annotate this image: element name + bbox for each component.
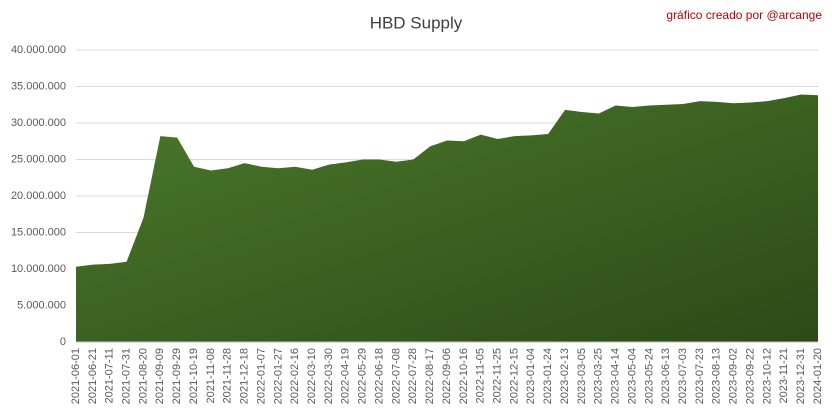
x-tick-label: 2023-08-13 [711, 348, 723, 404]
x-tick-label: 2021-12-18 [239, 348, 251, 404]
x-tick-label: 2022-03-30 [323, 348, 335, 404]
x-tick-label: 2023-11-21 [778, 348, 790, 403]
y-tick-label: 10.000.000 [11, 263, 66, 275]
x-tick-label: 2022-08-17 [424, 348, 436, 404]
x-tick-label: 2022-06-18 [373, 348, 385, 404]
x-tick-label: 2021-11-08 [205, 348, 217, 403]
x-tick-label: 2022-09-06 [441, 348, 453, 404]
y-tick-label: 25.000.000 [11, 153, 66, 165]
x-tick-label: 2023-09-22 [744, 348, 756, 404]
x-tick-label: 2022-01-07 [255, 348, 267, 404]
x-tick-label: 2021-09-09 [154, 348, 166, 404]
x-tick-label: 2023-07-03 [677, 348, 689, 404]
x-tick-label: 2023-12-31 [795, 348, 807, 404]
annotation: gráfico creado por @arcange [666, 8, 822, 22]
x-tick-label: 2023-10-12 [761, 348, 773, 404]
x-tick-label: 2023-03-05 [576, 348, 588, 404]
x-tick-label: 2023-09-02 [728, 348, 740, 404]
x-tick-label: 2022-01-27 [272, 348, 284, 404]
x-tick-label: 2021-06-01 [70, 348, 82, 404]
x-tick-label: 2023-02-13 [559, 348, 571, 404]
x-tick-label: 2023-07-23 [694, 348, 706, 404]
x-tick-label: 2022-03-10 [306, 348, 318, 404]
x-tick-label: 2021-06-21 [87, 348, 99, 404]
x-tick-label: 2021-08-20 [137, 348, 149, 404]
x-tick-label: 2023-05-24 [643, 348, 655, 404]
y-tick-label: 35.000.000 [11, 80, 66, 92]
x-tick-label: 2022-10-16 [458, 348, 470, 404]
x-tick-label: 2022-11-05 [475, 348, 487, 403]
x-tick-label: 2022-02-16 [289, 348, 301, 404]
x-tick-label: 2022-05-29 [357, 348, 369, 404]
x-tick-label: 2023-05-04 [626, 348, 638, 404]
x-tick-label: 2023-01-04 [525, 348, 537, 404]
area [76, 94, 818, 342]
x-tick-label: 2022-07-08 [390, 348, 402, 404]
y-tick-label: 5.000.000 [17, 299, 66, 311]
chart-title: HBD Supply [370, 13, 463, 32]
x-tick-label: 2022-11-25 [491, 348, 503, 403]
x-tick-label: 2024-01-20 [812, 348, 824, 404]
x-tick-label: 2021-07-11 [104, 348, 116, 403]
x-tick-label: 2021-11-28 [222, 348, 234, 403]
x-tick-label: 2023-03-25 [593, 348, 605, 404]
x-tick-label: 2021-10-19 [188, 348, 200, 404]
y-tick-label: 0 [60, 336, 66, 348]
x-tick-label: 2023-04-14 [610, 348, 622, 404]
x-tick-label: 2023-06-13 [660, 348, 672, 404]
y-tick-label: 30.000.000 [11, 117, 66, 129]
x-tick-label: 2021-09-29 [171, 348, 183, 404]
x-tick-label: 2022-12-15 [508, 348, 520, 404]
y-tick-label: 15.000.000 [11, 226, 66, 238]
x-tick-label: 2022-04-19 [340, 348, 352, 404]
y-tick-label: 20.000.000 [11, 190, 66, 202]
y-tick-label: 40.000.000 [11, 44, 66, 56]
x-tick-label: 2022-07-28 [407, 348, 419, 404]
x-tick-label: 2021-07-31 [120, 348, 132, 404]
x-tick-label: 2023-01-24 [542, 348, 554, 404]
